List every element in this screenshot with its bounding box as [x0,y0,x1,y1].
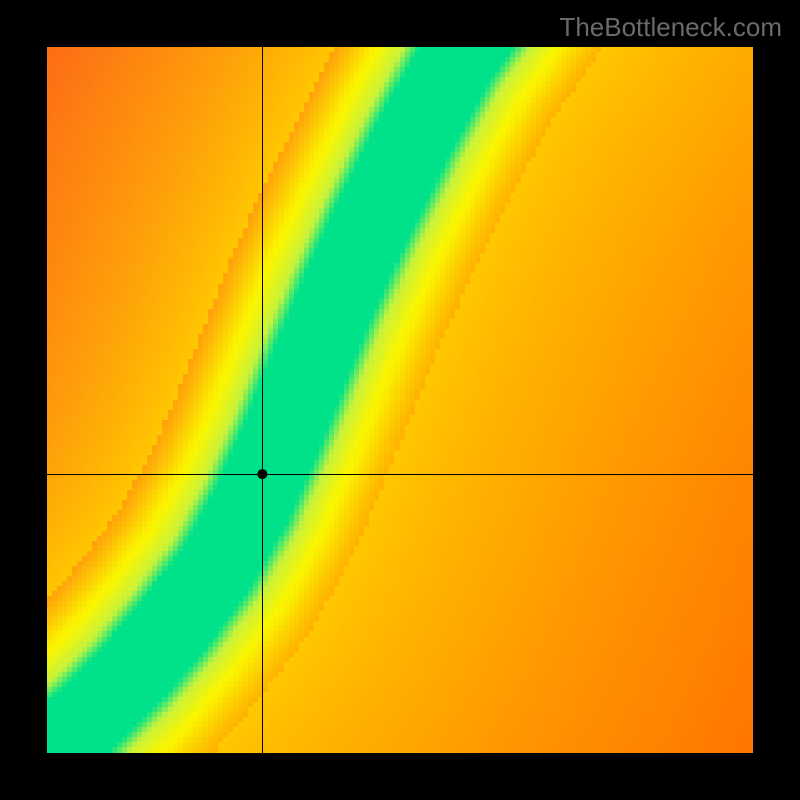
heatmap-plot [47,47,753,753]
heatmap-canvas [47,47,753,753]
watermark-text: TheBottleneck.com [559,12,782,43]
